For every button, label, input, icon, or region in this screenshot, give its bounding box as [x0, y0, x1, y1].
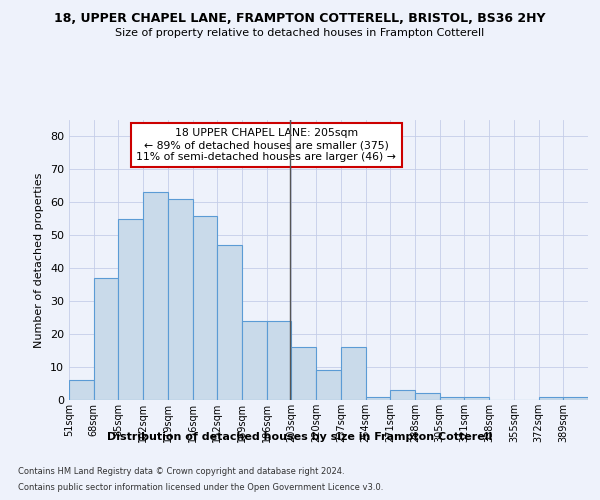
Bar: [242, 321, 267, 400]
Text: Contains HM Land Registry data © Crown copyright and database right 2024.: Contains HM Land Registry data © Crown c…: [18, 468, 344, 476]
Bar: [365, 396, 390, 400]
Text: 18 UPPER CHAPEL LANE: 205sqm
← 89% of detached houses are smaller (375)
11% of s: 18 UPPER CHAPEL LANE: 205sqm ← 89% of de…: [136, 128, 396, 162]
Bar: [143, 192, 168, 400]
Bar: [415, 394, 440, 400]
Bar: [217, 245, 242, 400]
Bar: [193, 216, 217, 400]
Bar: [168, 199, 193, 400]
Bar: [316, 370, 341, 400]
Bar: [563, 396, 588, 400]
Text: Contains public sector information licensed under the Open Government Licence v3: Contains public sector information licen…: [18, 482, 383, 492]
Bar: [464, 396, 489, 400]
Bar: [440, 396, 464, 400]
Bar: [267, 321, 292, 400]
Bar: [69, 380, 94, 400]
Text: Distribution of detached houses by size in Frampton Cotterell: Distribution of detached houses by size …: [107, 432, 493, 442]
Bar: [390, 390, 415, 400]
Bar: [118, 219, 143, 400]
Bar: [94, 278, 118, 400]
Bar: [539, 396, 563, 400]
Text: 18, UPPER CHAPEL LANE, FRAMPTON COTTERELL, BRISTOL, BS36 2HY: 18, UPPER CHAPEL LANE, FRAMPTON COTTEREL…: [54, 12, 546, 26]
Bar: [341, 348, 365, 400]
Bar: [292, 348, 316, 400]
Y-axis label: Number of detached properties: Number of detached properties: [34, 172, 44, 348]
Text: Size of property relative to detached houses in Frampton Cotterell: Size of property relative to detached ho…: [115, 28, 485, 38]
